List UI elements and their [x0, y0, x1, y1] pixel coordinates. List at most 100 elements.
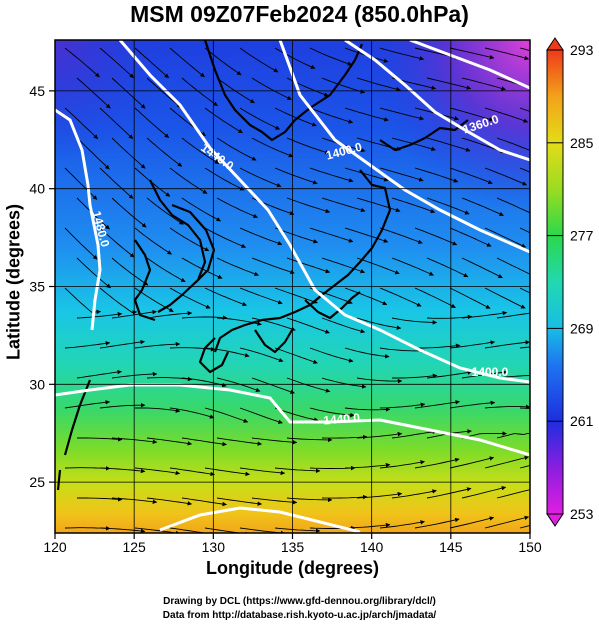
streamline: [204, 407, 249, 423]
streamline: [64, 341, 111, 349]
streamline: [204, 347, 250, 358]
streamline: [449, 167, 493, 185]
streamline: [216, 257, 259, 276]
streamline: [239, 287, 283, 305]
streamline: [484, 107, 529, 123]
streamline: [321, 494, 368, 500]
x-tick-label: 140: [360, 539, 384, 555]
streamline: [321, 317, 366, 334]
streamline: [286, 497, 333, 503]
streamline: [379, 167, 424, 182]
streamline: [321, 197, 366, 213]
streamline: [391, 257, 434, 276]
streamline: [76, 77, 111, 109]
streamline: [251, 497, 298, 505]
streamline: [274, 347, 318, 364]
streamline: [204, 47, 242, 76]
streamline: [99, 467, 146, 474]
streamline: [239, 107, 281, 130]
streamline: [461, 197, 504, 216]
streamline: [239, 467, 286, 476]
coastlines: [56, 40, 469, 491]
geopotential-contours: [55, 40, 530, 533]
streamline: [216, 377, 261, 392]
streamline: [379, 107, 425, 121]
streamline: [379, 460, 425, 469]
streamline: [309, 47, 353, 66]
x-tick-label: 125: [122, 539, 146, 555]
colorbar-tick-label: 269: [570, 320, 594, 336]
streamline: [484, 404, 530, 410]
colorbar-tick-label: 293: [570, 42, 594, 58]
streamline: [484, 515, 530, 529]
streamline: [204, 167, 245, 191]
streamline: [239, 407, 283, 424]
streamline: [379, 287, 422, 307]
streamline: [496, 197, 530, 214]
streamline: [344, 287, 388, 306]
streamline: [461, 431, 507, 439]
colorbar-tick-label: 261: [570, 413, 594, 429]
streamline: [426, 197, 470, 215]
streamline: [111, 137, 146, 169]
streamline: [461, 485, 507, 499]
streamline: [356, 77, 401, 92]
streamline: [169, 467, 215, 477]
contour-label: 1440.0: [323, 410, 361, 427]
streamline: [286, 317, 330, 334]
streamline: [356, 197, 401, 213]
streamline: [169, 347, 216, 352]
streamline: [204, 107, 243, 134]
x-tick-label: 135: [281, 539, 305, 555]
streamline: [274, 107, 317, 127]
streamline: [484, 340, 530, 349]
streamline: [356, 377, 403, 384]
streamline: [76, 257, 111, 289]
streamline: [146, 311, 193, 319]
y-tick-label: 30: [29, 376, 45, 392]
streamline: [321, 257, 366, 274]
streamline: [274, 527, 321, 533]
streamline: [379, 47, 425, 61]
streamline: [344, 407, 391, 412]
streamline: [356, 317, 402, 330]
streamline: [274, 47, 316, 69]
streamline: [99, 527, 146, 533]
streamline: [414, 227, 458, 246]
streamline: [251, 77, 292, 100]
colorbar-tick-label: 277: [570, 228, 594, 244]
streamline: [111, 197, 147, 228]
streamline: [134, 107, 170, 139]
streamline: [461, 310, 508, 319]
streamline: [274, 167, 318, 185]
streamline: [251, 437, 298, 445]
streamline: [496, 312, 530, 319]
streamline: [426, 370, 473, 379]
streamline: [414, 517, 460, 529]
x-tick-label: 145: [439, 539, 463, 555]
streamline: [286, 257, 331, 274]
streamline: [251, 257, 295, 275]
streamline: [146, 77, 182, 108]
streamline: [519, 227, 530, 234]
colorbar: 253 261 269 277 285 293: [546, 37, 594, 527]
streamline: [449, 400, 496, 409]
streamline: [286, 137, 330, 155]
streamline: [415, 343, 461, 349]
streamline: [519, 167, 530, 173]
streamline: [379, 402, 426, 409]
streamline: [309, 227, 354, 243]
streamline: [286, 197, 331, 214]
streamline: [169, 287, 211, 309]
streamline: [344, 107, 389, 122]
streamline: [216, 497, 263, 506]
streamline: [449, 456, 495, 469]
streamline: [135, 407, 181, 413]
streamline: [449, 227, 492, 247]
streamline: [519, 107, 530, 112]
streamline: [181, 77, 218, 107]
streamline: [484, 227, 527, 248]
streamline: [76, 369, 122, 379]
streamline: [356, 257, 400, 275]
